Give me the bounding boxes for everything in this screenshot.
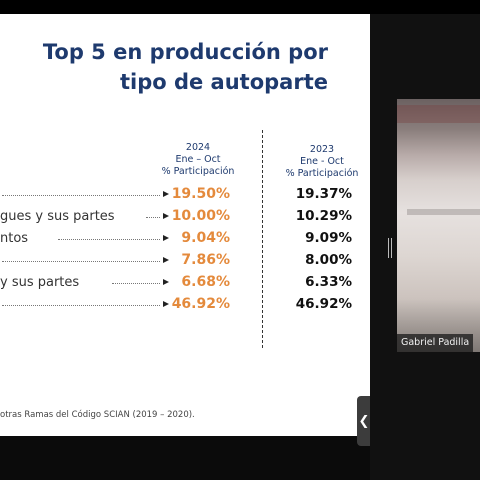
dotted-leader: [2, 261, 160, 262]
value-2024: 10.00%: [171, 208, 230, 224]
arrow-right-icon: [163, 301, 169, 307]
arrow-right-icon: [163, 257, 169, 263]
chevron-left-icon: ❮: [358, 413, 370, 429]
slide-title-line2: tipo de autoparte: [119, 70, 328, 94]
value-2023: 9.09%: [305, 230, 352, 246]
value-2024: 6.68%: [181, 274, 230, 290]
slide-footnote: otras Ramas del Código SCIAN (2019 – 202…: [0, 410, 195, 420]
dotted-leader: [2, 305, 160, 306]
participant-video-tile[interactable]: [397, 99, 480, 352]
collapse-panel-button[interactable]: ❮: [357, 396, 371, 446]
value-2024: 7.86%: [181, 252, 230, 268]
table-row: gues y sus partes 10.00% 10.29%: [0, 208, 370, 228]
column-year-2023: 2023: [309, 144, 335, 155]
table-row: 19.50% 19.37%: [0, 186, 370, 206]
value-2023: 46.92%: [295, 296, 352, 312]
column-header-2024: 2024 Ene – Oct % Participación: [148, 142, 248, 178]
table-row: 46.92% 46.92%: [0, 296, 370, 316]
value-2023: 10.29%: [295, 208, 352, 224]
column-header-2023: 2023 Ene - Oct % Participación: [272, 144, 370, 180]
column-period-2023: Ene - Oct: [300, 156, 344, 167]
slide-title-line1: Top 5 en producción por: [42, 40, 328, 64]
dotted-leader: [146, 217, 160, 218]
column-year-2024: 2024: [185, 142, 211, 153]
column-metric-2023: % Participación: [285, 168, 359, 179]
arrow-right-icon: [163, 235, 169, 241]
value-2023: 6.33%: [305, 274, 352, 290]
value-2023: 19.37%: [295, 186, 352, 202]
top-bar: [0, 0, 480, 14]
column-period-2024: Ene – Oct: [175, 154, 221, 165]
value-2024: 19.50%: [171, 186, 230, 202]
value-2023: 8.00%: [305, 252, 352, 268]
column-metric-2024: % Participación: [161, 166, 235, 177]
table-row: y sus partes 6.68% 6.33%: [0, 274, 370, 294]
shared-slide: Top 5 en producción por tipo de autopart…: [0, 14, 370, 436]
table-row: 7.86% 8.00%: [0, 252, 370, 272]
table-row: ntos 9.04% 9.09%: [0, 230, 370, 250]
arrow-right-icon: [163, 213, 169, 219]
value-2024: 46.92%: [171, 296, 230, 312]
value-2024: 9.04%: [181, 230, 230, 246]
panel-resize-handle[interactable]: [388, 238, 392, 258]
dotted-leader: [2, 195, 160, 196]
row-label: gues y sus partes: [0, 209, 115, 224]
arrow-right-icon: [163, 279, 169, 285]
participant-name-label: Gabriel Padilla: [397, 334, 474, 352]
arrow-right-icon: [163, 191, 169, 197]
dotted-leader: [58, 239, 160, 240]
row-label: y sus partes: [0, 275, 80, 290]
row-label: ntos: [0, 231, 29, 246]
dotted-leader: [112, 283, 160, 284]
column-divider: [262, 130, 263, 348]
